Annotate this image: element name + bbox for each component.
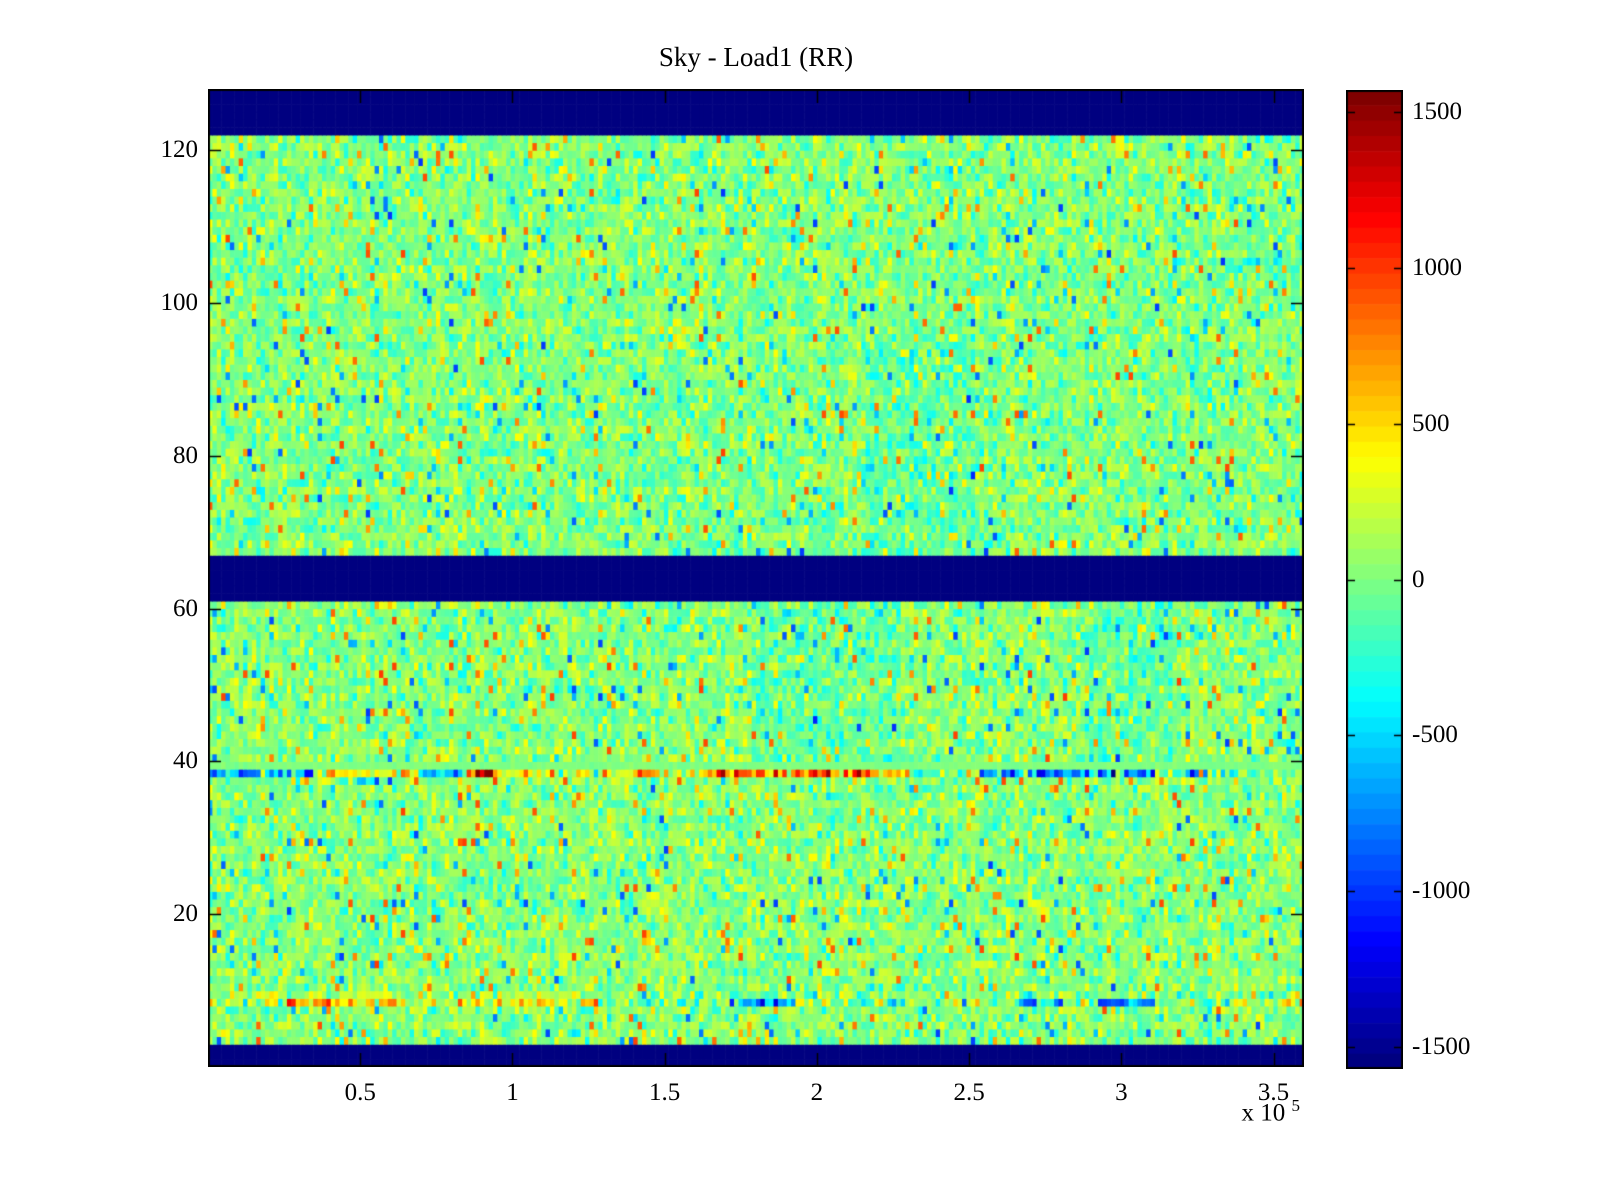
x-tick-label: 0.5 (344, 1079, 376, 1106)
y-tick-label: 60 (173, 594, 198, 622)
x-tick-label: 1.5 (649, 1079, 681, 1106)
x-tick-label: 1 (506, 1079, 519, 1106)
colorbar-tick-label: 0 (1412, 565, 1425, 593)
colorbar (1346, 90, 1403, 1069)
x-tick-label: 2.5 (953, 1079, 985, 1106)
chart-title: Sky - Load1 (RR) (658, 42, 854, 72)
y-axis-tick-labels: 20 40 60 80 100 120 (100, 89, 199, 1067)
colorbar-tick-label: 1000 (1412, 253, 1462, 281)
colorbar-tick-label: -1500 (1412, 1033, 1471, 1061)
x-axis-tick-labels: 0.5 1 1.5 2 2.5 3 3.5 (208, 1076, 1304, 1116)
y-tick-label: 40 (173, 747, 198, 775)
x-axis-multiplier: x 10 5 (1150, 1096, 1301, 1127)
colorbar-tick-label: -500 (1412, 721, 1458, 749)
colorbar-tick-label: 500 (1412, 409, 1450, 437)
colorbar-tick-labels: 1500 1000 500 0 -500 -1000 -1500 (1412, 90, 1532, 1069)
y-tick-label: 120 (160, 136, 199, 164)
x-axis-multiplier-exponent: 5 (1291, 1096, 1301, 1115)
colorbar-tick-label: -1000 (1412, 877, 1471, 905)
y-tick-label: 80 (173, 441, 198, 469)
y-tick-label: 20 (173, 900, 198, 928)
heatmap-plot (208, 89, 1304, 1067)
x-tick-label: 3.5 (1257, 1079, 1290, 1106)
x-axis-multiplier-prefix: x 10 (1241, 1099, 1286, 1127)
y-tick-label: 100 (160, 288, 199, 316)
x-tick-label: 2 (810, 1079, 824, 1106)
x-tick-label: 3 (1115, 1079, 1128, 1106)
colorbar-tick-label: 1500 (1412, 97, 1462, 125)
heatmap-canvas (208, 89, 1304, 1067)
